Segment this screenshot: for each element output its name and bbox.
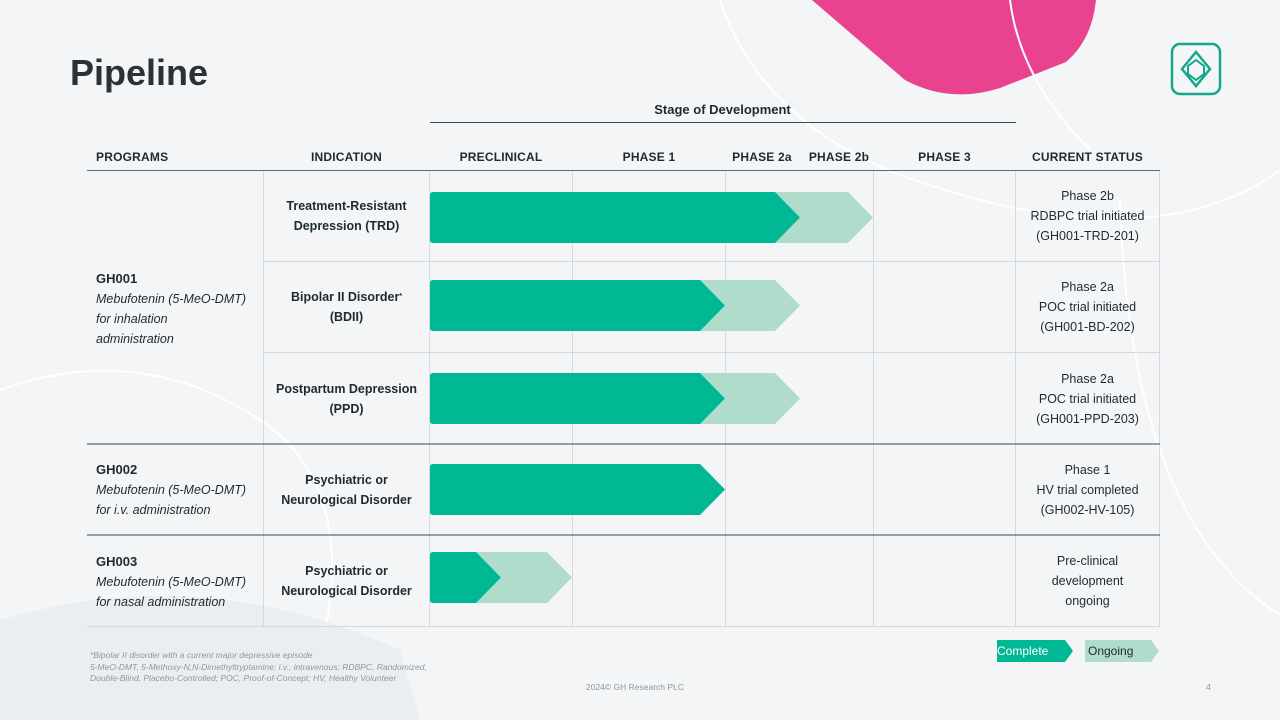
footnote-line: 5-MeO-DMT, 5-Methoxy-N,N-Dimethyltryptam…: [90, 661, 427, 672]
legend-ongoing-label: Ongoing: [1088, 644, 1134, 658]
header-preclinical: PRECLINICAL: [459, 150, 543, 164]
indication-line: Postpartum Depression: [275, 382, 417, 396]
program-code: GH003: [96, 554, 138, 569]
copyright: 2024© GH Research PLC: [586, 682, 684, 692]
program-description: for inhalation: [96, 312, 168, 326]
status-line: HV trial completed: [1036, 483, 1139, 497]
status-trd: Phase 2b RDBPC trial initiated (GH001-TR…: [1016, 186, 1159, 246]
footnote: *Bipolar II disorder with a current majo…: [90, 650, 427, 685]
program-code: GH002: [96, 462, 138, 477]
program-description: Mebufotenin (5-MeO-DMT): [96, 575, 247, 589]
indication-gh003: Psychiatric or Neurological Disorder: [264, 561, 429, 601]
background-curve: [1009, 0, 1091, 151]
indication-line: Bipolar II Disorder*: [290, 290, 403, 304]
indication-line: Depression (TRD): [293, 219, 400, 233]
program-description: for i.v. administration: [96, 503, 211, 517]
program-gh002: GH002 Mebufotenin (5-MeO-DMT) for i.v. a…: [96, 460, 246, 520]
header-divider: [87, 170, 1160, 171]
indication-trd: Treatment-Resistant Depression (TRD): [264, 196, 429, 236]
footnote-line: *Bipolar II disorder with a current majo…: [90, 650, 313, 660]
legend-complete: [997, 640, 1073, 662]
background-curve: [0, 369, 333, 720]
footnote-marker: *: [399, 293, 403, 300]
indication-line: Neurological Disorder: [281, 493, 412, 507]
indication-line: Psychiatric or: [305, 473, 388, 487]
status-line: Phase 2b: [1061, 189, 1114, 203]
status-line: (GH001-PPD-203): [1036, 412, 1139, 426]
complete-bar: [430, 280, 725, 331]
company-logo: [1170, 42, 1222, 96]
legend-complete-label: Complete: [997, 644, 1049, 658]
background-curve: [1119, 199, 1280, 616]
page-title: Pipeline: [70, 52, 209, 93]
status-ppd: Phase 2a POC trial initiated (GH001-PPD-…: [1016, 369, 1159, 429]
program-gh001: GH001 Mebufotenin (5-MeO-DMT) for inhala…: [96, 269, 246, 349]
indication-line: Psychiatric or: [305, 564, 388, 578]
program-description: Mebufotenin (5-MeO-DMT): [96, 483, 247, 497]
status-line: (GH001-BD-202): [1040, 320, 1135, 334]
header-programs: PROGRAMS: [96, 150, 169, 164]
status-gh003: Pre-clinical development ongoing: [1016, 551, 1159, 611]
header-phase2b: PHASE 2b: [808, 150, 870, 164]
ongoing-bar: [476, 552, 572, 603]
ongoing-bar: [700, 373, 800, 424]
footnote-line: Double-Blind, Placebo-Controlled; POC, P…: [90, 673, 397, 683]
indication-line: (BDII): [329, 310, 364, 324]
page-number: 4: [1206, 682, 1211, 692]
complete-bar: [430, 464, 725, 515]
program-description: administration: [96, 332, 174, 346]
header-phase1: PHASE 1: [622, 150, 676, 164]
status-line: (GH001-TRD-201): [1036, 229, 1139, 243]
program-gh003: GH003 Mebufotenin (5-MeO-DMT) for nasal …: [96, 552, 246, 612]
header-phase3: PHASE 3: [918, 150, 971, 164]
indication-ppd: Postpartum Depression (PPD): [264, 379, 429, 419]
indication-line: Neurological Disorder: [281, 584, 412, 598]
status-line: POC trial initiated: [1038, 392, 1137, 406]
program-code: GH001: [96, 271, 138, 286]
complete-bar: [430, 192, 800, 243]
accent-shape: [812, 0, 1096, 95]
status-line: (GH002-HV-105): [1040, 503, 1135, 517]
header-current-status: CURRENT STATUS: [1031, 150, 1144, 164]
status-line: POC trial initiated: [1038, 300, 1137, 314]
ongoing-bar: [775, 192, 873, 243]
status-line: Phase 2a: [1061, 372, 1114, 386]
header-phase2a: PHASE 2a: [732, 150, 792, 164]
complete-bar: [430, 552, 501, 603]
complete-bar: [430, 373, 725, 424]
ongoing-bar: [700, 280, 800, 331]
status-line: Phase 2a: [1061, 280, 1114, 294]
background-curve: [719, 0, 1280, 220]
indication-gh002: Psychiatric or Neurological Disorder: [264, 470, 429, 510]
stage-of-development-label: Stage of Development: [654, 102, 791, 117]
stage-divider: [430, 122, 1016, 123]
program-description: for nasal administration: [96, 595, 226, 609]
indication-bdii: Bipolar II Disorder* (BDII): [264, 287, 429, 327]
indication-line: (PPD): [329, 402, 364, 416]
status-line: ongoing: [1065, 594, 1110, 608]
background-shape: [0, 596, 420, 720]
status-line: Phase 1: [1064, 463, 1111, 477]
status-line: Pre-clinical: [1056, 554, 1119, 568]
status-gh002: Phase 1 HV trial completed (GH002-HV-105…: [1016, 460, 1159, 520]
status-line: development: [1051, 574, 1124, 588]
header-indication: INDICATION: [310, 150, 383, 164]
legend-ongoing: [1085, 640, 1159, 662]
status-bdii: Phase 2a POC trial initiated (GH001-BD-2…: [1016, 277, 1159, 337]
program-description: Mebufotenin (5-MeO-DMT): [96, 292, 247, 306]
indication-line: Treatment-Resistant: [286, 199, 407, 213]
status-line: RDBPC trial initiated: [1030, 209, 1145, 223]
